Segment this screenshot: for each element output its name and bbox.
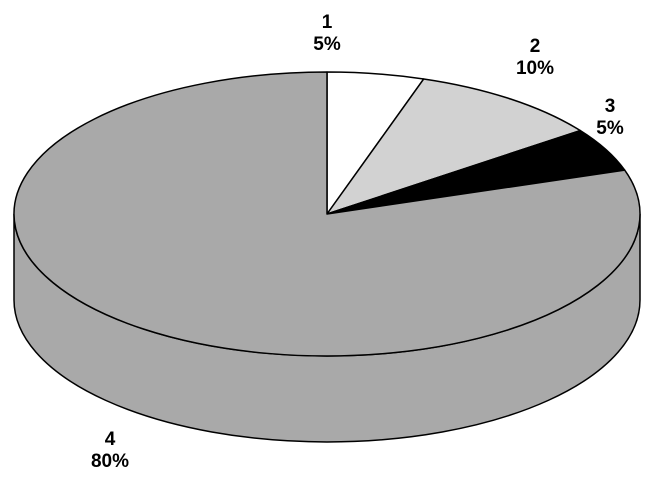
slice-value-3: 5%: [596, 118, 624, 139]
slice-label-1: 1: [322, 12, 333, 33]
slice-label-4: 4: [105, 429, 116, 450]
pie-slice-2: [326, 78, 581, 215]
slice-value-2: 10%: [516, 58, 554, 79]
slice-label-2: 2: [530, 36, 541, 57]
pie-slice-4: [13, 71, 641, 357]
slice-label-3: 3: [605, 96, 616, 117]
slice-value-1: 5%: [313, 34, 341, 55]
slice-value-4: 80%: [91, 451, 129, 472]
